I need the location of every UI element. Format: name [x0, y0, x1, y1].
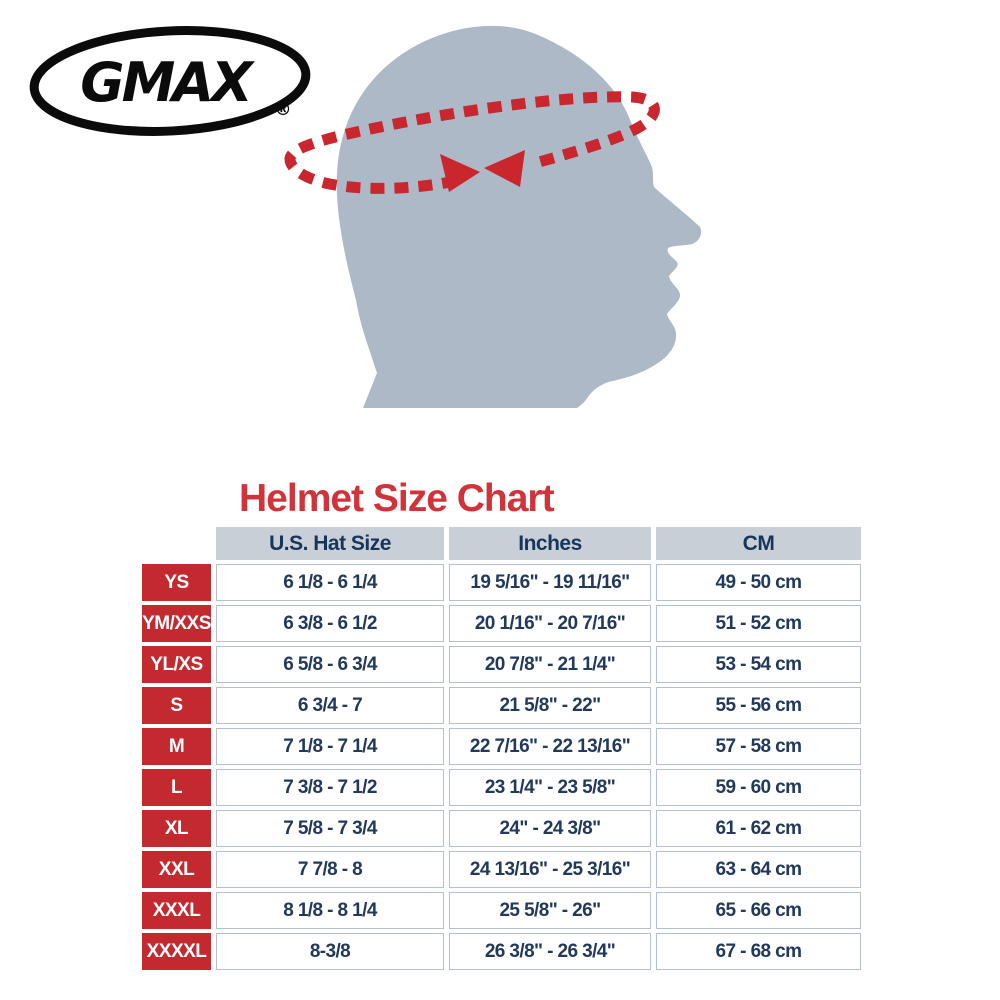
hat-size-cell: 7 7/8 - 8 — [216, 851, 444, 888]
gmax-logo-oval — [29, 26, 311, 136]
hat-size-cell: 6 3/4 - 7 — [216, 687, 444, 724]
page-title: Helmet Size Chart — [239, 477, 555, 520]
head-silhouette-shape — [336, 25, 702, 408]
gmax-logo: GMAX ® — [29, 26, 311, 136]
inches-cell: 26 3/8" - 26 3/4" — [449, 933, 651, 970]
tape-arrow-right-icon — [440, 154, 480, 192]
inches-cell: 24" - 24 3/8" — [449, 810, 651, 847]
size-label-cell: YM/XXS — [142, 605, 211, 642]
cm-cell: 53 - 54 cm — [656, 646, 861, 683]
size-table: U.S. Hat Size Inches CM YS 6 1/8 - 6 1/4 1… — [142, 527, 861, 970]
inches-cell: 20 1/16" - 20 7/16" — [449, 605, 651, 642]
hat-size-cell: 7 1/8 - 7 1/4 — [216, 728, 444, 765]
cm-cell: 57 - 58 cm — [656, 728, 861, 765]
size-label-cell: XL — [142, 810, 211, 847]
inches-cell: 23 1/4" - 23 5/8" — [449, 769, 651, 806]
size-label-cell: YL/XS — [142, 646, 211, 683]
inches-cell: 21 5/8" - 22" — [449, 687, 651, 724]
column-header-cm: CM — [656, 527, 861, 560]
column-header-hat-size: U.S. Hat Size — [216, 527, 444, 560]
registered-trademark-icon: ® — [275, 100, 292, 120]
hat-size-cell: 8-3/8 — [216, 933, 444, 970]
inches-cell: 19 5/16" - 19 11/16" — [449, 564, 651, 601]
inches-cell: 24 13/16" - 25 3/16" — [449, 851, 651, 888]
size-label-cell: M — [142, 728, 211, 765]
table-corner-cell — [142, 527, 211, 560]
cm-cell: 59 - 60 cm — [656, 769, 861, 806]
hat-size-cell: 6 3/8 - 6 1/2 — [216, 605, 444, 642]
hat-size-cell: 7 5/8 - 7 3/4 — [216, 810, 444, 847]
cm-cell: 63 - 64 cm — [656, 851, 861, 888]
cm-cell: 65 - 66 cm — [656, 892, 861, 929]
size-label-cell: XXXL — [142, 892, 211, 929]
size-label-cell: XXXXL — [142, 933, 211, 970]
cm-cell: 61 - 62 cm — [656, 810, 861, 847]
cm-cell: 49 - 50 cm — [656, 564, 861, 601]
hat-size-cell: 6 1/8 - 6 1/4 — [216, 564, 444, 601]
size-label-cell: L — [142, 769, 211, 806]
size-label-cell: YS — [142, 564, 211, 601]
size-label-cell: S — [142, 687, 211, 724]
tape-arrow-left-icon — [484, 150, 525, 187]
measuring-tape-dashed-line — [284, 91, 660, 194]
hat-size-cell: 8 1/8 - 8 1/4 — [216, 892, 444, 929]
inches-cell: 22 7/16" - 22 13/16" — [449, 728, 651, 765]
inches-cell: 25 5/8" - 26" — [449, 892, 651, 929]
cm-cell: 55 - 56 cm — [656, 687, 861, 724]
cm-cell: 67 - 68 cm — [656, 933, 861, 970]
size-label-cell: XXL — [142, 851, 211, 888]
inches-cell: 20 7/8" - 21 1/4" — [449, 646, 651, 683]
head-measurement-illustration — [284, 25, 702, 408]
hat-size-cell: 7 3/8 - 7 1/2 — [216, 769, 444, 806]
cm-cell: 51 - 52 cm — [656, 605, 861, 642]
hat-size-cell: 6 5/8 - 6 3/4 — [216, 646, 444, 683]
gmax-logo-text: GMAX — [80, 51, 255, 114]
column-header-inches: Inches — [449, 527, 651, 560]
